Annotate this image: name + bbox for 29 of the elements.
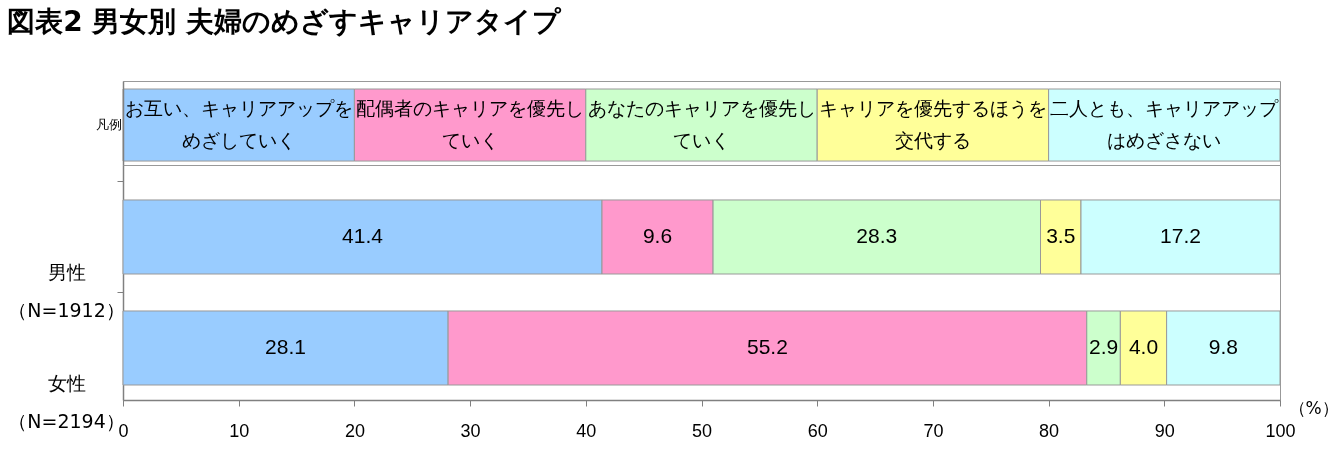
data-label: 2.9 (1088, 334, 1119, 358)
x-tick-label: 30 (460, 420, 481, 441)
text: あなたのキャリアを優先していく (587, 98, 816, 152)
x-tick-label: 80 (1039, 420, 1060, 441)
x-tick-label: 100 (1265, 420, 1296, 441)
text: キャリアを優先するほうを交代する (818, 98, 1047, 152)
x-axis-title: （%） (1288, 397, 1339, 418)
data-label: 3.5 (1046, 223, 1076, 247)
x-tick-label: 90 (1154, 420, 1175, 441)
data-label: 28.3 (856, 223, 898, 247)
data-label: 17.2 (1160, 223, 1201, 247)
legend-title: 凡例 (95, 117, 122, 133)
text: お互い、キャリアアップをめざしていく (124, 98, 353, 152)
x-tick-label: 50 (691, 420, 713, 441)
x-tick-label: 20 (344, 420, 365, 441)
data-label: 28.1 (265, 334, 306, 358)
chart-title: 図表2 男女別 夫婦のめざすキャリアタイプ (7, 4, 563, 38)
data-label: 4.0 (1128, 334, 1159, 358)
x-tick-label: 70 (923, 420, 944, 441)
x-tick-label: 10 (229, 420, 250, 441)
y-tick-label: 男性（N=1912） (8, 261, 125, 322)
x-tick-label: 60 (807, 420, 828, 441)
text: 二人とも、キャリアアップはめざさない (1050, 98, 1280, 152)
data-label: 55.2 (747, 334, 788, 358)
data-label: 9.8 (1208, 334, 1238, 358)
data-label: 41.4 (342, 223, 384, 247)
x-tick-label: 40 (576, 420, 597, 441)
data-label: 9.6 (642, 223, 673, 247)
text: 配偶者のキャリアを優先していく (356, 98, 585, 152)
